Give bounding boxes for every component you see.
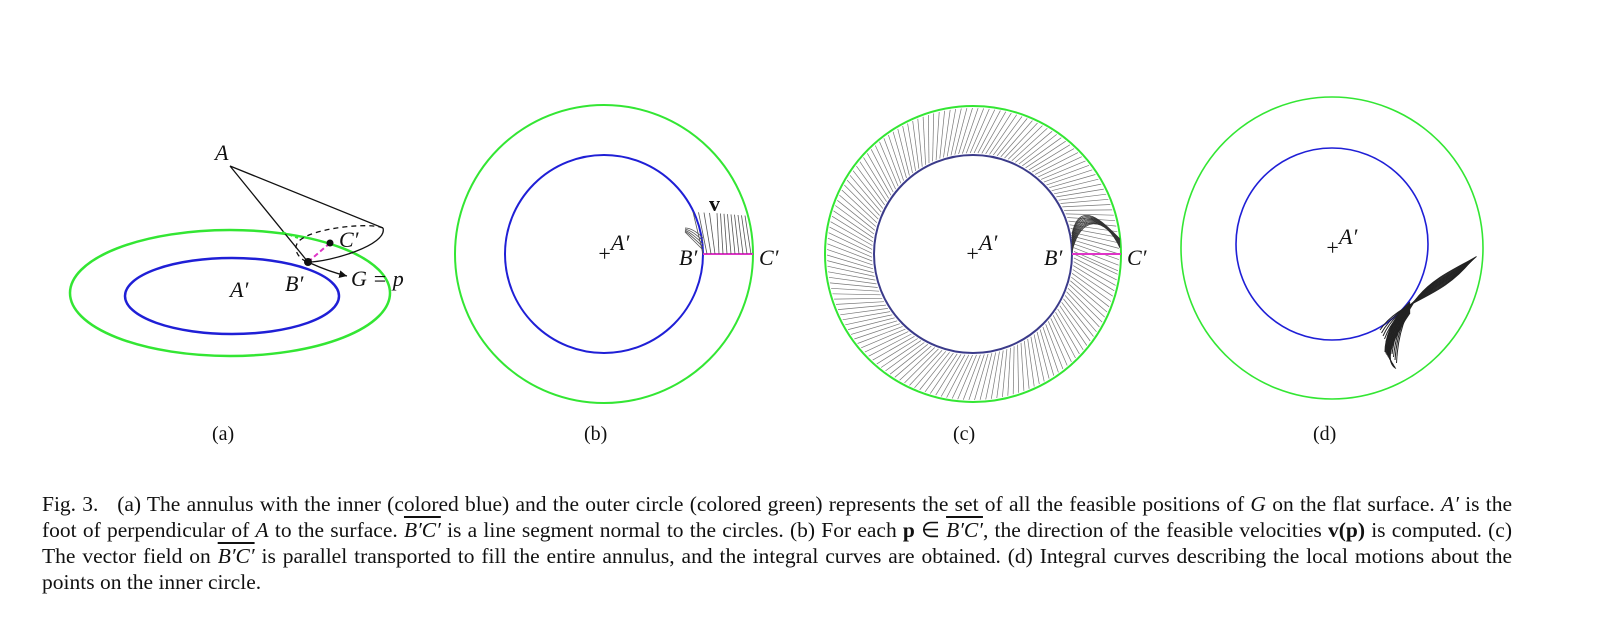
caption-text-9: is parallel transported to fill the enti… bbox=[42, 544, 1512, 594]
label-b-Cprime: C′ bbox=[759, 245, 780, 270]
panel-b: + A′ B′ C′ v (b) bbox=[454, 104, 780, 445]
figure-caption: Fig. 3. (a) The annulus with the inner (… bbox=[42, 491, 1512, 595]
panel-label-c: (c) bbox=[953, 423, 975, 445]
caption-BC-2: B′C′ bbox=[946, 518, 983, 542]
caption-text-1: (a) The annulus with the inner (colored … bbox=[117, 492, 1251, 516]
caption-G: G bbox=[1250, 492, 1266, 516]
label-a-Aprime: A′ bbox=[228, 277, 249, 302]
caption-BC-1: B′C′ bbox=[403, 518, 441, 542]
label-c-Bprime: B′ bbox=[1044, 245, 1063, 270]
caption-prefix: Fig. 3. bbox=[42, 492, 99, 516]
caption-p: p bbox=[902, 518, 915, 542]
caption-text-3: is the foot of perpendicular of bbox=[42, 492, 1513, 542]
label-a-A: A bbox=[213, 140, 229, 165]
caption-text-8: is computed. (c) The vector field on bbox=[42, 518, 1512, 568]
caption-Aprime: A′ bbox=[1441, 492, 1459, 516]
caption-BC-3: B′C′ bbox=[217, 544, 255, 568]
label-d-Aprime: A′ bbox=[1337, 224, 1358, 249]
caption-text-6: ∈ bbox=[914, 518, 947, 542]
label-c-Aprime: A′ bbox=[977, 230, 998, 255]
label-a-Bprime: B′ bbox=[285, 271, 304, 296]
label-c-Cprime: C′ bbox=[1127, 245, 1148, 270]
label-b-Aprime: A′ bbox=[609, 230, 630, 255]
svg-text:+: + bbox=[1325, 235, 1340, 260]
label-b-Bprime: B′ bbox=[679, 245, 698, 270]
panel-c: + A′ B′ C′ (c) bbox=[824, 105, 1148, 445]
figure: A A′ B′ C′ G = p (a) + A′ B′ C′ v (b) + … bbox=[68, 96, 1484, 445]
caption-text-4: to the surface. bbox=[268, 518, 404, 542]
panel-label-a: (a) bbox=[212, 423, 234, 445]
caption-text-2: on the flat surface. bbox=[1265, 492, 1442, 516]
svg-text:+: + bbox=[597, 241, 612, 266]
caption-vp: v(p) bbox=[1327, 518, 1365, 542]
panel-a: A A′ B′ C′ G = p (a) bbox=[68, 140, 404, 445]
caption-text-7: , the direction of the feasible velociti… bbox=[982, 518, 1328, 542]
panel-label-b: (b) bbox=[584, 423, 607, 445]
inner-ellipse bbox=[123, 256, 341, 336]
label-b-v: v bbox=[709, 191, 720, 216]
caption-text-5: is a line segment normal to the circles.… bbox=[440, 518, 903, 542]
panel-d: + A′ (d) bbox=[1180, 96, 1484, 445]
svg-text:+: + bbox=[965, 241, 980, 266]
outer-circle-d bbox=[1180, 96, 1484, 400]
caption-A: A bbox=[255, 518, 269, 542]
label-a-G: G = p bbox=[351, 266, 404, 291]
panel-label-d: (d) bbox=[1313, 423, 1336, 445]
label-a-Cprime: C′ bbox=[339, 227, 360, 252]
outer-ellipse bbox=[68, 228, 392, 358]
inner-circle-d bbox=[1235, 147, 1429, 341]
